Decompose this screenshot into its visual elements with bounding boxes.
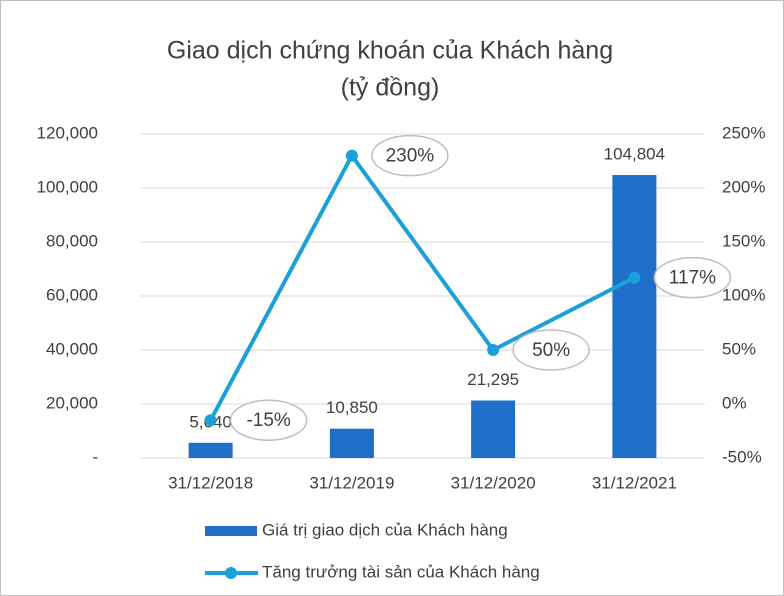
line-marker — [345, 149, 358, 162]
y-tick-label: 20,000 — [46, 393, 98, 412]
line-marker — [628, 271, 641, 284]
bar — [188, 442, 233, 458]
bar — [329, 428, 374, 458]
y2-tick-label: 50% — [722, 339, 756, 358]
legend-swatch — [205, 526, 257, 536]
y2-tick-label: -50% — [722, 447, 762, 466]
label-bubble — [653, 256, 732, 299]
data-label: 230% — [386, 146, 435, 167]
y2-tick-label: 100% — [722, 285, 765, 304]
data-label: 104,804 — [604, 145, 665, 164]
label-bubble — [229, 399, 308, 441]
chart-title: Giao dịch chứng khoán của Khách hàng — [167, 37, 613, 65]
y-tick-label: - — [92, 447, 98, 466]
chart-subtitle: (tỷ đồng) — [341, 74, 440, 102]
legend-marker — [225, 567, 237, 579]
x-tick-label: 31/12/2018 — [168, 473, 253, 492]
line — [208, 151, 636, 422]
data-label: 117% — [669, 268, 716, 289]
data-label: 50% — [532, 340, 570, 361]
data-label: -15% — [246, 410, 290, 431]
line-marker — [487, 344, 500, 356]
data-label: 21,295 — [467, 370, 519, 389]
y-tick-label: 60,000 — [46, 285, 98, 304]
y-tick-label: 40,000 — [46, 339, 98, 358]
bar — [471, 400, 516, 458]
label-bubble — [512, 329, 590, 371]
y-tick-label: 120,000 — [37, 123, 98, 142]
data-label: 10,850 — [326, 398, 378, 417]
bar — [612, 175, 657, 458]
label-bubble — [371, 134, 449, 177]
x-tick-label: 31/12/2020 — [451, 473, 536, 492]
y2-tick-label: 250% — [722, 123, 765, 142]
y-tick-label: 100,000 — [37, 177, 98, 196]
y2-tick-label: 150% — [722, 231, 765, 250]
y2-tick-label: 200% — [722, 177, 765, 196]
x-tick-label: 31/12/2021 — [592, 473, 677, 492]
x-tick-label: 31/12/2019 — [309, 473, 394, 492]
y-tick-label: 80,000 — [46, 231, 98, 250]
legend-label: Tăng trưởng tài sản của Khách hàng — [262, 562, 540, 581]
line-marker — [204, 414, 217, 427]
legend-label: Giá trị giao dịch của Khách hàng — [262, 520, 508, 539]
y2-tick-label: 0% — [722, 393, 747, 412]
